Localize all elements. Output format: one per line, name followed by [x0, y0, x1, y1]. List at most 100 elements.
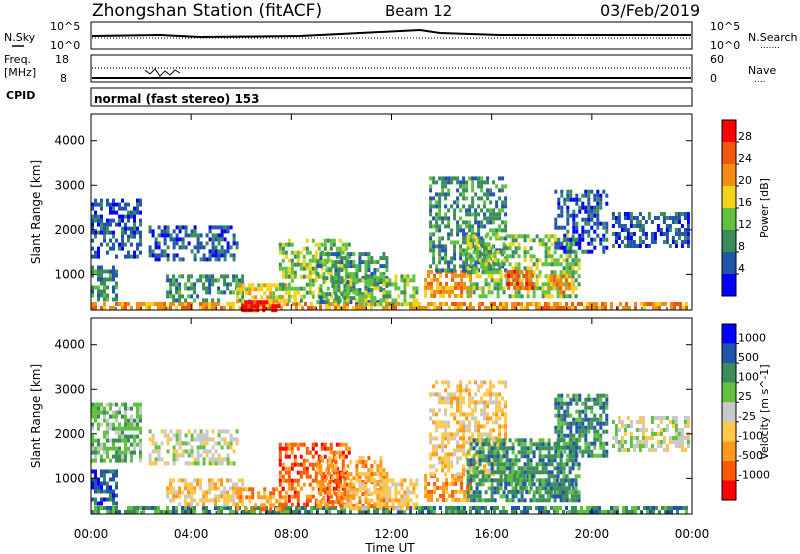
power-panel-cell: [166, 225, 170, 230]
velocity-panel-cell: [319, 488, 323, 493]
power-panel-cell: [462, 184, 466, 189]
power-panel-cell: [115, 285, 118, 290]
power-panel-cell: [154, 302, 157, 306]
velocity-panel-cell: [436, 485, 440, 490]
power-panel-cell: [112, 230, 115, 235]
velocity-panel-cell: [295, 510, 298, 514]
velocity-panel-cell: [214, 457, 218, 462]
power-panel-cell: [590, 249, 594, 254]
power-panel-cell: [112, 273, 115, 278]
velocity-panel-cell: [296, 494, 300, 499]
velocity-panel-cell: [568, 510, 571, 514]
power-panel-cell: [629, 232, 633, 236]
velocity-panel-cell: [136, 506, 139, 510]
power-panel-cell: [498, 216, 502, 221]
velocity-panel-cell: [124, 450, 127, 455]
velocity-panel-cell: [599, 401, 603, 406]
velocity-panel-cell: [444, 388, 448, 393]
power-panel-cell: [577, 258, 581, 263]
velocity-panel-cell: [388, 486, 392, 491]
power-panel-cell: [438, 244, 442, 249]
velocity-panel-cell: [139, 402, 142, 407]
velocity-panel-cell: [556, 470, 560, 475]
power-panel-cell: [668, 244, 672, 248]
velocity-panel-cell: [599, 453, 603, 458]
power-panel-cell: [662, 232, 666, 236]
power-panel-cell: [514, 246, 518, 251]
velocity-panel-cell: [499, 446, 503, 451]
velocity-panel-cell: [557, 429, 561, 434]
power-panel-cell: [346, 298, 350, 303]
velocity-panel-cell: [520, 446, 524, 451]
power-panel-cell: [525, 281, 529, 286]
velocity-panel-cell: [311, 446, 315, 451]
power-panel-cell: [269, 295, 273, 300]
power-panel-cell: [529, 254, 533, 259]
velocity-panel-cell: [229, 510, 232, 514]
power-panel-cell: [492, 208, 496, 213]
power-panel-cell: [469, 254, 473, 259]
velocity-panel-cell: [106, 434, 109, 439]
velocity-panel-cell: [620, 436, 624, 440]
power-panel-cell: [465, 184, 469, 189]
velocity-panel-cell: [611, 444, 615, 448]
velocity-panel-cell: [181, 449, 185, 454]
power-panel-cell: [109, 218, 112, 223]
velocity-panel-cell: [447, 432, 451, 437]
velocity-panel-cell: [562, 442, 566, 447]
power-panel-cell: [649, 302, 652, 306]
power-panel-cell: [498, 208, 502, 213]
power-panel-cell: [547, 306, 550, 310]
velocity-panel-cell: [563, 445, 567, 450]
power-panel-cell: [456, 176, 460, 181]
power-panel-cell: [553, 306, 556, 310]
velocity-panel-cell: [561, 482, 565, 487]
power-panel-cell: [361, 292, 365, 297]
power-panel-cell: [429, 236, 433, 241]
velocity-panel-cell: [313, 506, 316, 510]
power-panel-cell: [343, 264, 347, 269]
power-panel-cell: [552, 278, 556, 283]
velocity-panel-cell: [100, 501, 103, 506]
power-panel-cell: [307, 306, 310, 310]
velocity-panel-cell: [337, 484, 341, 489]
velocity-panel-cell: [459, 400, 463, 405]
velocity-panel-cell: [320, 442, 324, 447]
velocity-panel-cell: [103, 473, 106, 478]
power-panel-cell: [337, 268, 341, 273]
power-panel-cell: [566, 249, 570, 254]
power-panel-cell: [471, 196, 475, 201]
velocity-panel-cell: [587, 393, 591, 398]
power-panel-cell: [97, 297, 100, 302]
velocity-panel-cell: [520, 438, 524, 443]
power-panel-cell: [91, 254, 94, 259]
power-panel-cell: [169, 294, 173, 299]
power-panel-cell: [468, 228, 472, 233]
power-panel-cell: [253, 304, 257, 309]
velocity-panel-cell: [529, 470, 533, 475]
velocity-panel-cell: [611, 436, 615, 440]
velocity-panel-cell: [376, 490, 380, 495]
power-panel-cell: [364, 264, 368, 269]
power-panel-cell: [274, 304, 278, 309]
power-panel-cell: [448, 285, 452, 290]
velocity-panel-cell: [391, 498, 395, 503]
velocity-panel-cell: [205, 490, 209, 495]
velocity-panel-cell: [236, 495, 240, 500]
velocity-panel-cell: [91, 485, 94, 490]
power-panel-cell: [338, 262, 342, 267]
velocity-panel-cell: [400, 486, 404, 491]
power-panel-cell: [157, 302, 160, 306]
power-panel-cell: [429, 200, 433, 205]
velocity-panel-cell: [130, 506, 133, 510]
power-panel-cell: [247, 300, 251, 305]
power-panel-cell: [358, 264, 362, 269]
power-panel-cell: [130, 230, 133, 235]
power-panel-colorbar-label: 8: [738, 240, 745, 253]
velocity-panel-cell: [287, 482, 291, 487]
power-panel-cell: [477, 260, 481, 265]
power-panel-cell: [214, 237, 218, 242]
velocity-panel-cell: [196, 482, 200, 487]
power-panel-cell: [462, 188, 466, 193]
velocity-panel-cell: [566, 405, 570, 410]
